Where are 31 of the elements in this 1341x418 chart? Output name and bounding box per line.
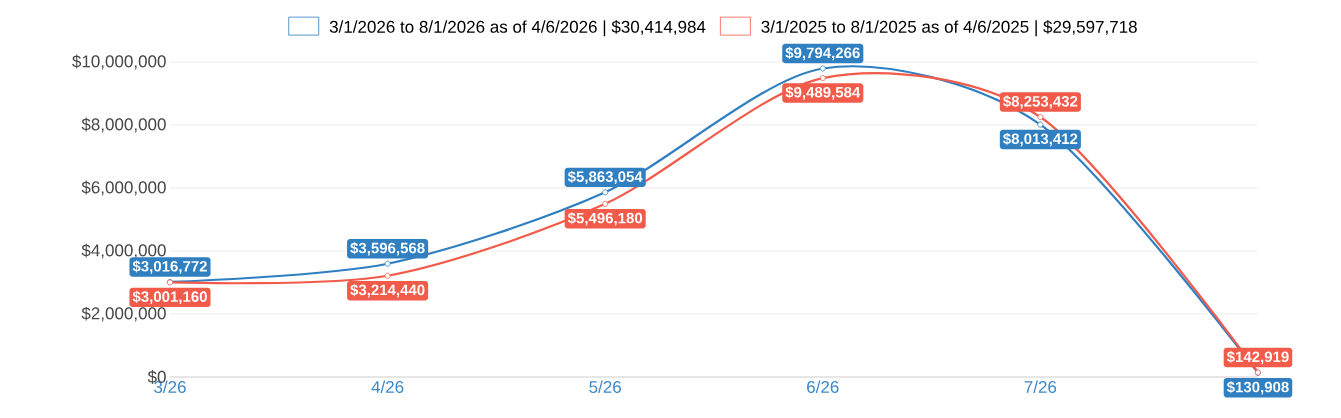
data-label: $3,596,568 — [350, 242, 425, 256]
point — [602, 189, 609, 196]
data-label: $8,253,432 — [1003, 95, 1078, 109]
y-tick-label: $8,000,000 — [81, 117, 166, 133]
point — [384, 272, 391, 279]
point — [1037, 121, 1044, 128]
y-tick-label: $4,000,000 — [81, 243, 166, 259]
x-tick-label: 7/26 — [1024, 380, 1057, 394]
point — [819, 75, 826, 82]
point — [602, 200, 609, 207]
data-label: $130,908 — [1226, 381, 1289, 395]
legend-label: 3/1/2026 to 8/1/2026 as of 4/6/2026 | $30,414,984 — [329, 20, 706, 37]
point — [819, 65, 826, 72]
y-tick-label: $2,000,000 — [81, 306, 166, 322]
data-label: $3,001,160 — [132, 290, 207, 305]
data-label: $9,794,266 — [785, 46, 860, 61]
y-tick-label: $6,000,000 — [81, 180, 166, 196]
data-label: $3,214,440 — [350, 283, 425, 298]
x-tick-label: 5/26 — [589, 380, 621, 394]
x-tick-label: 6/26 — [807, 380, 839, 394]
data-label: $5,863,054 — [567, 170, 643, 185]
y-tick-label: $10,000,000 — [72, 54, 166, 70]
data-label: $8,013,412 — [1003, 132, 1078, 147]
legend-label: 3/1/2025 to 8/1/2025 as of 4/6/2025 | $29,597,718 — [761, 20, 1137, 37]
x-tick-label: 4/26 — [371, 380, 404, 394]
data-label: $5,496,180 — [567, 212, 643, 226]
data-label: $142,919 — [1226, 350, 1289, 365]
point — [384, 260, 391, 267]
data-label: $9,489,584 — [785, 86, 861, 100]
point — [1037, 114, 1044, 121]
data-label: $3,016,772 — [132, 260, 207, 274]
